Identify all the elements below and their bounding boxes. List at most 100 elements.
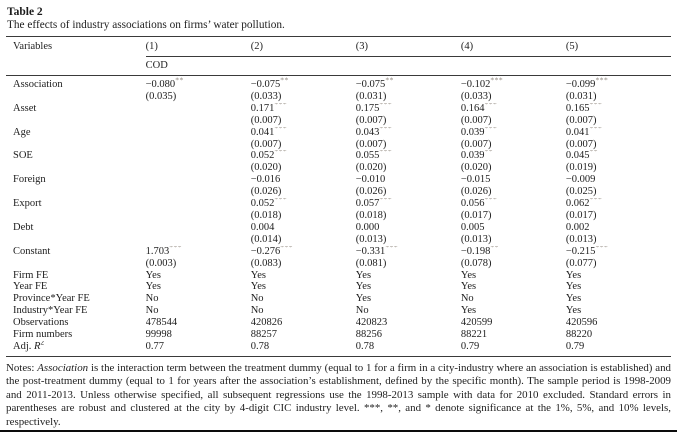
coefficient-cell: 0.164***	[461, 103, 566, 115]
significance-stars: ***	[589, 198, 603, 204]
coefficient-cell: 0.039**	[461, 150, 566, 162]
variable-label: Export	[13, 198, 42, 210]
significance-stars: ***	[379, 198, 393, 204]
table-row: (0.026) (0.026) (0.026) (0.025)	[6, 186, 671, 198]
se-cell: (0.018)	[355, 209, 387, 221]
coefficient-cell: 0.165***	[566, 103, 671, 115]
info-value: Yes	[250, 269, 266, 281]
table-row: Association −0.080** −0.075** −0.075** −0.10…	[6, 76, 671, 91]
variable-label-spacer	[6, 115, 146, 127]
se-cell: (0.013)	[565, 233, 597, 245]
notes-term: Association	[37, 361, 89, 374]
info-value: No	[460, 293, 474, 305]
se-cell: (0.014)	[250, 233, 282, 245]
coefficient-cell	[146, 174, 251, 186]
info-value: Yes	[460, 281, 477, 293]
se-cell	[146, 139, 251, 151]
table-caption: The effects of industry associations on …	[7, 19, 285, 31]
variable-label-spacer	[6, 210, 146, 222]
significance-stars: ***	[379, 150, 393, 156]
info-label: Province*Year FE	[13, 293, 90, 305]
info-value: 88221	[460, 329, 488, 341]
info-value: Yes	[565, 269, 582, 281]
table-notes: Notes: Association is the interaction te…	[6, 362, 671, 430]
coefficient-cell: −0.331***	[356, 246, 461, 258]
se-cell: (0.019)	[565, 162, 597, 174]
column-header-row: Variables (1) (2) (3) (4) (5)	[6, 36, 671, 57]
coefficient-cell: 0.000	[355, 221, 380, 233]
info-value: Yes	[565, 305, 582, 317]
dep-var-spacer	[6, 56, 146, 76]
variable-label-spacer	[6, 162, 146, 174]
significance-stars: ***	[274, 150, 288, 156]
table-row: Age 0.041*** 0.043*** 0.039*** 0.041***	[6, 127, 671, 139]
regression-table: Variables (1) (2) (3) (4) (5) COD Associ…	[6, 36, 671, 357]
info-value: 88257	[250, 329, 277, 341]
table-row: SOE 0.052*** 0.055*** 0.039** 0.045**	[6, 150, 671, 162]
table-row: Year FE Yes Yes Yes Yes Yes	[6, 281, 671, 293]
significance-stars: ***	[484, 126, 498, 133]
table-row: Export 0.052*** 0.057*** 0.056*** 0.062***	[6, 198, 671, 210]
se-cell: (0.003)	[145, 257, 177, 269]
se-cell: (0.007)	[250, 138, 282, 150]
table-row: (0.003) (0.083) (0.081) (0.078) (0.077)	[6, 258, 671, 270]
se-cell: (0.013)	[460, 233, 492, 245]
significance-stars: ***	[274, 102, 288, 109]
variable-label-spacer	[6, 139, 146, 151]
table-row: Debt 0.004 0.000 0.005 0.002	[6, 222, 671, 234]
se-cell: (0.025)	[565, 186, 597, 198]
se-cell: (0.007)	[565, 114, 597, 126]
coefficient-cell: −0.198**	[461, 246, 566, 258]
se-cell: (0.017)	[460, 209, 492, 221]
info-value: 0.79	[460, 340, 566, 357]
se-cell	[146, 234, 251, 246]
info-value: Yes	[145, 269, 161, 281]
variable-label-spacer	[6, 258, 146, 270]
significance-stars: ***	[589, 126, 603, 133]
info-value: Yes	[145, 281, 161, 293]
label-superscript: 2	[40, 340, 45, 347]
info-value: No	[250, 305, 264, 317]
info-value: Yes	[565, 293, 582, 305]
se-cell	[146, 162, 251, 174]
table-row: Constant 1.703*** −0.276*** −0.331*** −0.198…	[6, 246, 671, 258]
info-value: Yes	[355, 293, 372, 305]
significance-stars: ***	[490, 75, 504, 85]
coefficient-cell: −0.080**	[145, 75, 184, 90]
page-bottom-rule	[0, 430, 677, 432]
dep-var-row: COD	[6, 56, 671, 76]
coefficient-cell: 0.175***	[356, 103, 461, 115]
info-value: No	[355, 305, 369, 317]
coefficient-cell: 0.041***	[566, 127, 671, 139]
significance-stars: **	[175, 75, 184, 85]
table-row: (0.018) (0.018) (0.017) (0.017)	[6, 210, 671, 222]
coefficient-cell: 0.062***	[566, 198, 671, 210]
coefficient-cell: −0.075**	[355, 75, 394, 90]
variable-label: Association	[13, 79, 63, 90]
info-value: No	[250, 293, 264, 305]
se-cell: (0.007)	[355, 138, 387, 150]
coefficient-cell: 0.052***	[251, 150, 356, 162]
se-cell: (0.026)	[250, 186, 282, 198]
info-value: 420826	[250, 317, 283, 329]
se-cell: (0.013)	[355, 233, 387, 245]
significance-stars: ***	[589, 102, 603, 109]
table-row: (0.014) (0.013) (0.013) (0.013)	[6, 234, 671, 246]
info-value: No	[145, 293, 159, 305]
significance-stars: ***	[595, 245, 609, 252]
significance-stars: ***	[169, 245, 183, 252]
coefficient-cell	[146, 127, 251, 139]
se-cell: (0.026)	[355, 186, 387, 198]
info-label: Adj. R2	[6, 340, 146, 357]
significance-stars: ***	[274, 198, 288, 204]
se-cell	[146, 210, 251, 222]
notes-prefix: Notes:	[6, 361, 38, 374]
significance-stars: ***	[379, 126, 393, 133]
coefficient-cell: 0.045**	[566, 150, 671, 162]
info-value: 420596	[565, 317, 598, 329]
info-value: 0.77	[145, 340, 251, 357]
variable-label-spacer	[6, 234, 146, 246]
info-label: Year FE	[13, 281, 48, 293]
significance-stars: ***	[484, 102, 498, 109]
